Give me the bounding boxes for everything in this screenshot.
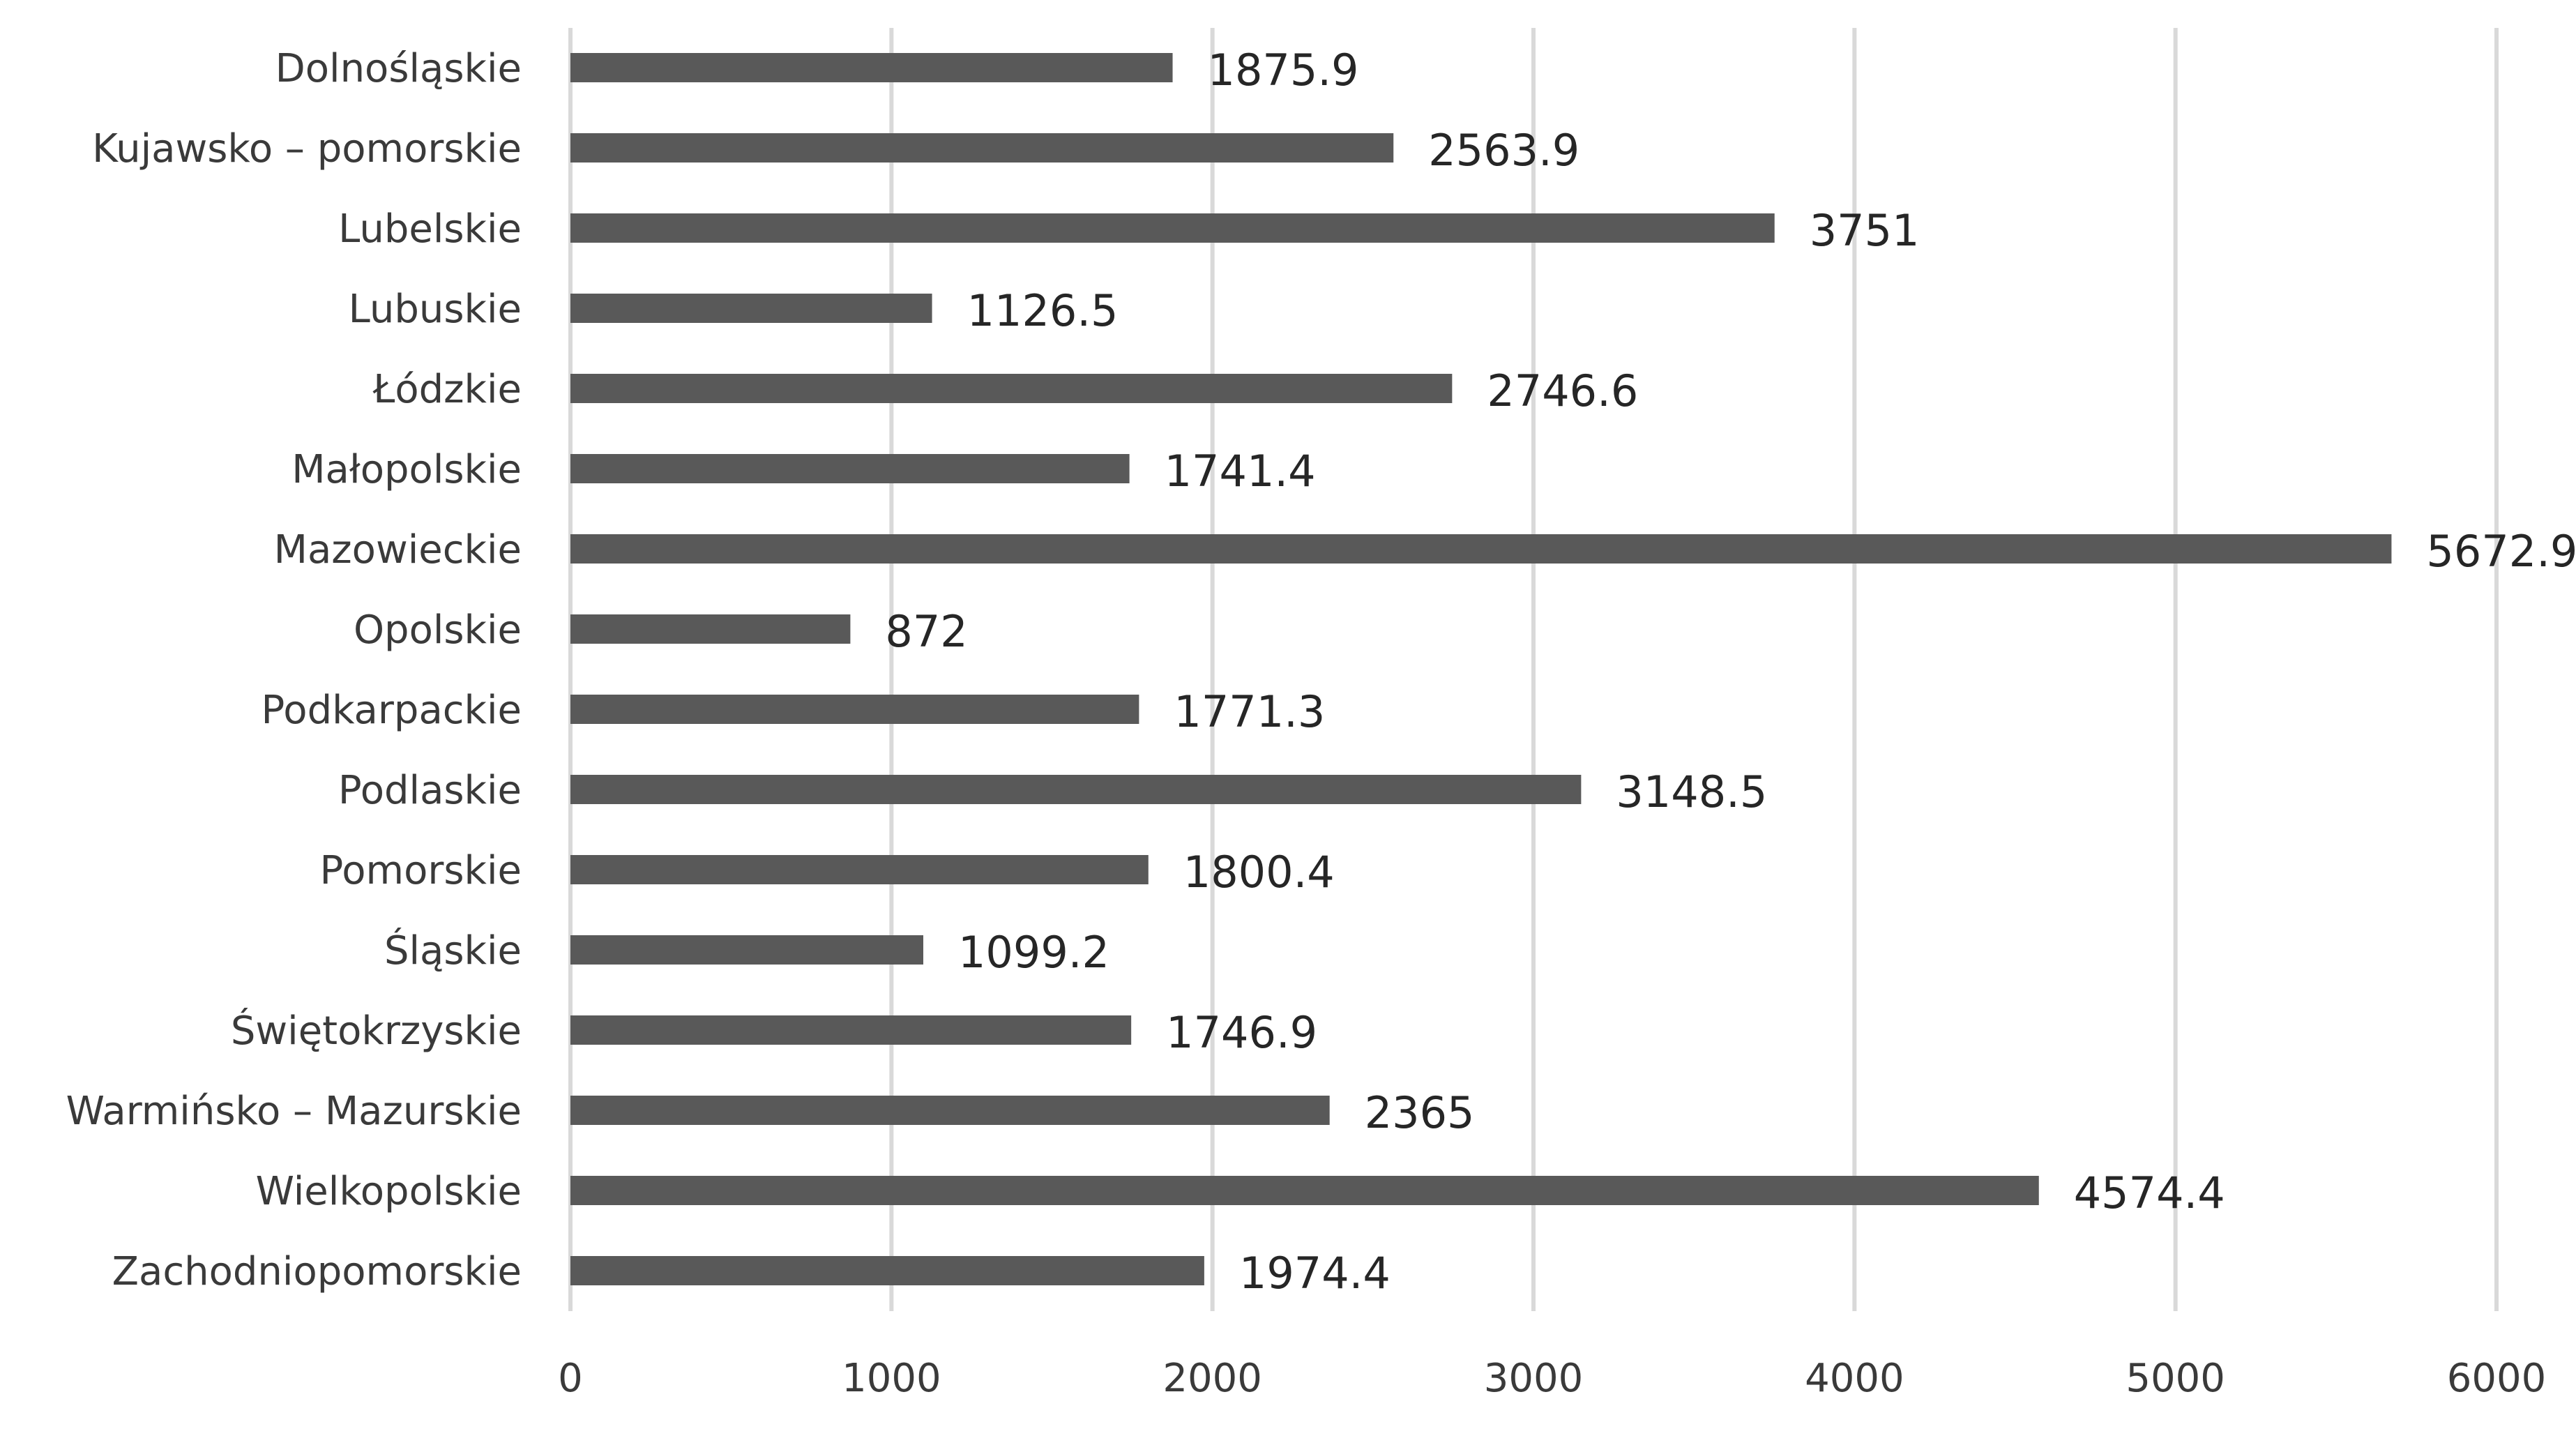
category-label: Kujawsko – pomorskie	[92, 126, 522, 172]
data-label: 872	[885, 606, 967, 657]
data-label: 1974.4	[1239, 1248, 1391, 1299]
bar	[570, 1176, 2039, 1205]
data-label: 3751	[1810, 205, 1920, 256]
bar	[570, 695, 1139, 724]
bar	[570, 133, 1394, 162]
bar	[570, 1096, 1330, 1125]
bar	[570, 855, 1149, 884]
bar	[570, 775, 1582, 804]
bar	[570, 534, 2392, 564]
data-label: 1126.5	[967, 285, 1119, 336]
category-label: Świętokrzyskie	[231, 1008, 522, 1054]
category-label: Opolskie	[354, 607, 522, 653]
x-tick-label: 6000	[2447, 1356, 2547, 1401]
bars	[570, 53, 2392, 1285]
data-label: 4574.4	[2074, 1167, 2225, 1218]
x-tick-label: 4000	[1805, 1356, 1904, 1401]
category-label: Małopolskie	[291, 447, 522, 492]
data-label: 1875.9	[1208, 45, 1359, 96]
category-label: Zachodniopomorskie	[112, 1249, 522, 1294]
bar	[570, 935, 923, 965]
data-label: 3148.5	[1616, 766, 1767, 817]
data-label: 1800.4	[1183, 847, 1335, 898]
x-tick-label: 5000	[2126, 1356, 2225, 1401]
category-labels: Dolnośląskie Kujawsko – pomorskie Lubelski…	[66, 46, 522, 1294]
data-label: 2563.9	[1428, 125, 1579, 176]
bar	[570, 213, 1775, 243]
x-tick-label: 1000	[842, 1356, 941, 1401]
x-tick-label: 3000	[1484, 1356, 1584, 1401]
data-label: 2746.6	[1487, 365, 1638, 416]
category-label: Lubelskie	[338, 206, 522, 252]
data-label: 5672.9	[2426, 526, 2576, 577]
x-axis-tick-labels: 0 1000 2000 3000 4000 5000 6000	[558, 1356, 2546, 1401]
data-label: 1099.2	[958, 927, 1109, 978]
value-labels: 1875.9 2563.9 3751 1126.5 2746.6 1741.4 5672.9…	[885, 45, 2576, 1299]
category-label: Mazowieckie	[274, 527, 522, 573]
data-label: 1741.4	[1165, 446, 1316, 497]
data-label: 1746.9	[1166, 1007, 1317, 1058]
bar	[570, 374, 1453, 403]
category-label: Łódzkie	[372, 367, 522, 412]
category-label: Pomorskie	[320, 848, 522, 893]
category-label: Dolnośląskie	[275, 46, 522, 91]
category-label: Lubuskie	[349, 287, 522, 332]
bar	[570, 1015, 1132, 1045]
category-label: Warmińsko – Mazurskie	[66, 1089, 522, 1134]
category-label: Podlaskie	[338, 768, 522, 813]
category-label: Śląskie	[384, 928, 522, 974]
category-label: Podkarpackie	[262, 688, 522, 733]
data-label: 2365	[1365, 1087, 1475, 1138]
bar	[570, 53, 1173, 82]
x-tick-label: 0	[558, 1356, 583, 1401]
bar	[570, 294, 932, 323]
x-tick-label: 2000	[1162, 1356, 1262, 1401]
bar	[570, 614, 851, 644]
bar	[570, 1256, 1204, 1285]
category-label: Wielkopolskie	[256, 1169, 522, 1214]
bar	[570, 454, 1130, 483]
data-label: 1771.3	[1174, 686, 1325, 737]
